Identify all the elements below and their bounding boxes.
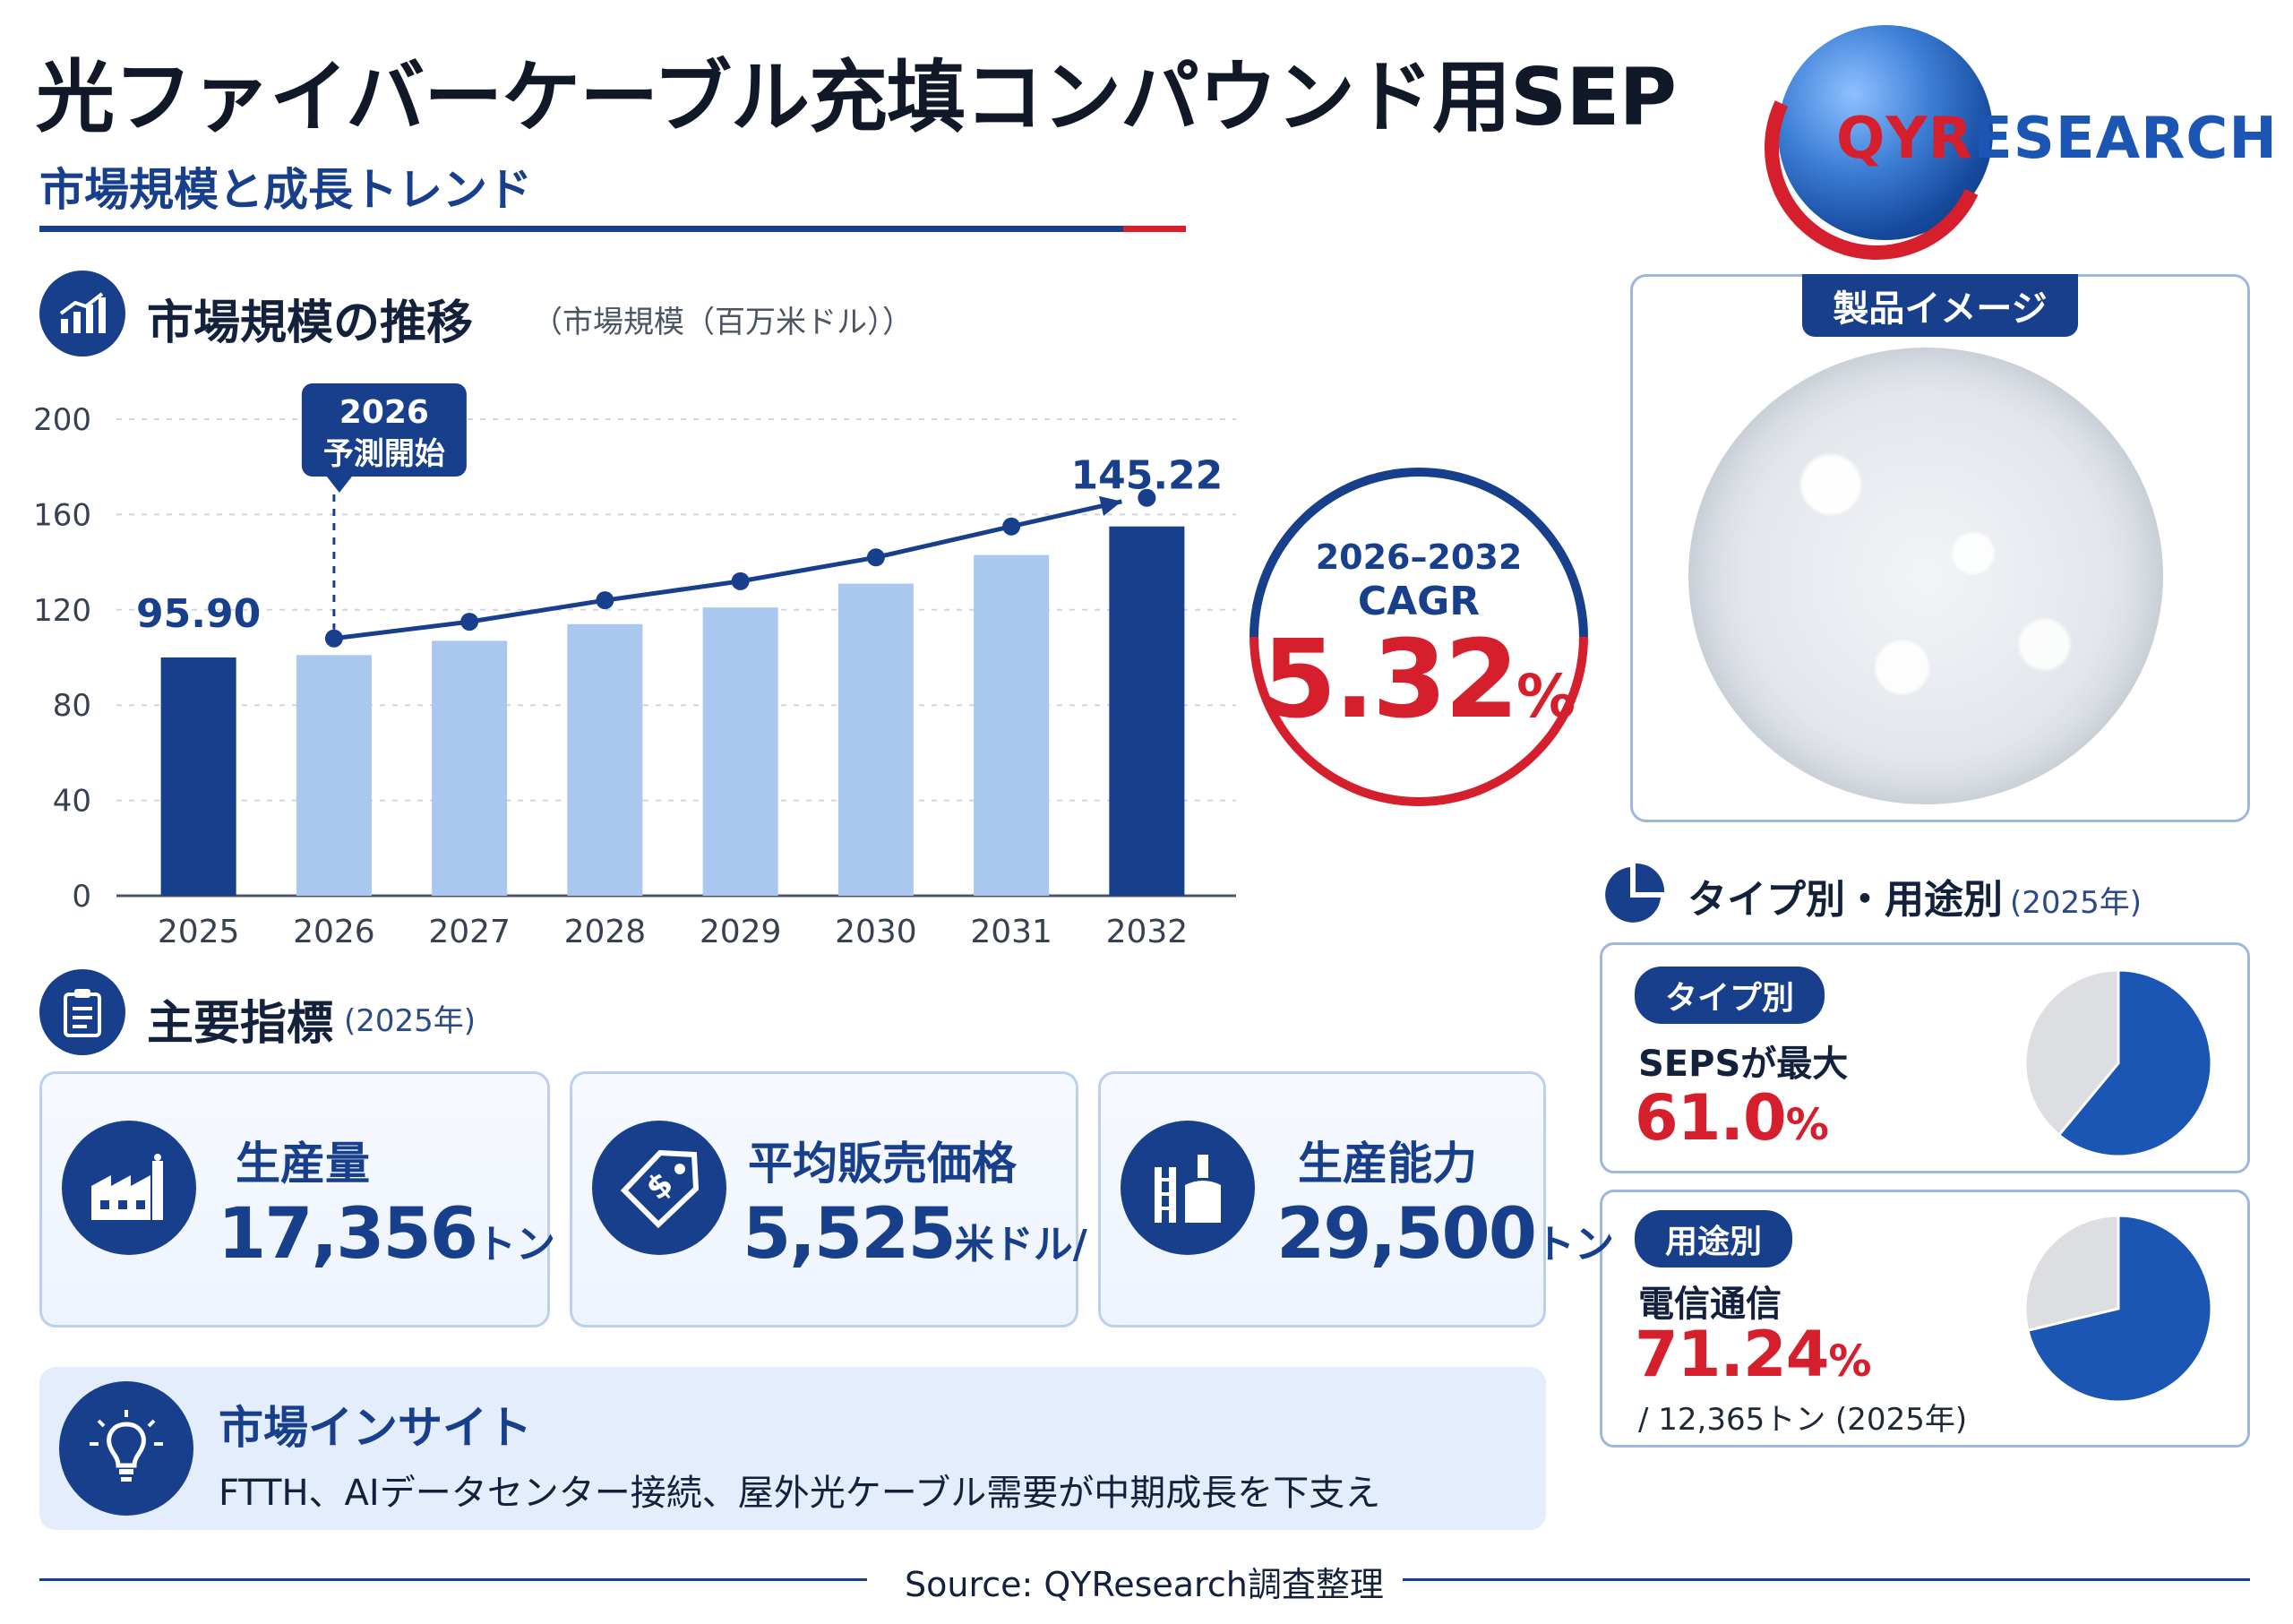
storage-tank-icon [1121, 1121, 1255, 1255]
trend-point [1138, 488, 1156, 507]
x-tick-label: 2029 [700, 914, 782, 950]
insight-text: FTTH、AIデータセンター接続、屋外光ケーブル需要が中期成長を下支え [219, 1473, 1381, 1514]
insight-title: 市場インサイト [219, 1402, 532, 1454]
footer-rule-right [1403, 1578, 2250, 1581]
x-tick-label: 2026 [293, 914, 375, 950]
forecast-callout [301, 383, 467, 477]
bar-2030 [837, 583, 914, 896]
trend-point [596, 591, 614, 610]
price-tag-icon: $ [592, 1121, 726, 1255]
header-divider [39, 226, 1186, 232]
chart-icon [39, 271, 125, 357]
type-pie [2023, 968, 2213, 1158]
y-tick-label: 0 [72, 879, 91, 915]
callout-pointer [326, 477, 352, 493]
trend-point [731, 571, 750, 590]
trend-point [1002, 517, 1021, 536]
x-tick-label: 2025 [158, 914, 240, 950]
page-subtitle: 市場規模と成長トレンド [39, 164, 532, 216]
cagr-label: CAGR [1357, 578, 1481, 624]
type-pie-main-slice [2057, 968, 2213, 1158]
product-image-tag: 製品イメージ [1802, 274, 2078, 337]
trend-arrowhead [1099, 495, 1122, 516]
market-size-chart: 0 40 80 120 160 200 2025 95.90 2026 2027 2028 2029 2… [33, 383, 1236, 950]
trend-point [324, 629, 343, 648]
footer-rule-left [39, 1578, 867, 1581]
y-tick-label: 160 [33, 497, 91, 533]
callout-label: 予測開始 [323, 436, 445, 472]
globe-logo-icon [1778, 25, 1993, 240]
bar-2029 [702, 607, 778, 896]
market-section-note: （市場規模（百万米ドル）） [532, 305, 913, 340]
callout-year: 2026 [339, 394, 429, 431]
type-pill: タイプ別 [1635, 967, 1825, 1024]
kpi-section-title: 主要指標 [147, 997, 334, 1051]
kpi-card-capacity: 生産能力 29,500トン [1098, 1071, 1614, 1328]
bar-2032 [1109, 526, 1185, 896]
data-label-2025: 95.90 [136, 591, 261, 637]
kpi-value: 5,525米ドル/トン [743, 1194, 1166, 1275]
use-pill: 用途別 [1635, 1210, 1793, 1267]
x-tick-label: 2030 [835, 914, 917, 950]
kpi-label: 生産能力 [1298, 1138, 1477, 1190]
pie-chart-icon [1600, 862, 1666, 928]
y-tick-label: 120 [33, 593, 91, 629]
clipboard-icon [39, 969, 125, 1055]
bar-2025 [160, 657, 236, 896]
use-value: 71.24% [1635, 1318, 1872, 1391]
market-section-title: 市場規模の推移 [147, 296, 474, 350]
kpi-card-production: 生産量 17,356トン [39, 1071, 555, 1328]
kpi-value: 17,356トン [218, 1194, 555, 1275]
x-tick-label: 2032 [1106, 914, 1189, 950]
y-tick-label: 200 [33, 402, 91, 438]
use-sub: / 12,365トン (2025年) [1638, 1402, 1968, 1438]
type-use-note: (2025年) [2010, 885, 2143, 921]
factory-icon [62, 1121, 196, 1255]
type-use-title: タイプ別・用途別 [1688, 877, 2003, 923]
type-value: 61.0% [1635, 1081, 1829, 1155]
use-pie [2023, 1214, 2213, 1404]
cagr-value: 5.32% [1261, 617, 1576, 743]
bar-2028 [567, 623, 643, 896]
kpi-section-note: (2025年) [344, 1003, 477, 1039]
bar-2027 [432, 640, 508, 896]
cagr-badge: 2026–2032 CAGR 5.32% [1250, 468, 1588, 806]
trend-point [866, 548, 885, 567]
y-tick-label: 80 [53, 688, 91, 724]
use-card: 用途別 電信通信 71.24% / 12,365トン (2025年) [1600, 1190, 2250, 1448]
x-tick-label: 2027 [428, 914, 511, 950]
pellets-image [1688, 348, 2163, 804]
type-card: タイプ別 SEPSが最大 61.0% [1600, 942, 2250, 1173]
x-tick-label: 2028 [564, 914, 647, 950]
bar-2031 [974, 554, 1050, 896]
y-tick-label: 40 [53, 784, 91, 820]
kpi-label: 平均販売価格 [748, 1138, 1017, 1190]
x-tick-label: 2031 [970, 914, 1052, 950]
use-text: 電信通信 [1638, 1284, 1782, 1325]
page-title: 光ファイバーケーブル充填コンパウンド用SEP [36, 51, 1677, 143]
bar-2026 [296, 655, 372, 896]
type-text: SEPSが最大 [1638, 1044, 1849, 1085]
use-pie-main-slice [2026, 1214, 2213, 1404]
source-note: Source: QYResearch調査整理 [905, 1565, 1384, 1604]
cagr-range: 2026–2032 [1315, 537, 1523, 577]
brand-logo: QYRESEARCH [1836, 106, 2278, 172]
trend-point [460, 613, 479, 632]
lightbulb-icon [59, 1381, 193, 1516]
insight-panel: 市場インサイト FTTH、AIデータセンター接続、屋外光ケーブル需要が中期成長を… [39, 1367, 1546, 1530]
kpi-value: 29,500トン [1276, 1194, 1614, 1275]
kpi-label: 生産量 [236, 1138, 370, 1190]
kpi-card-price: $ 平均販売価格 5,525米ドル/トン [570, 1071, 1166, 1328]
